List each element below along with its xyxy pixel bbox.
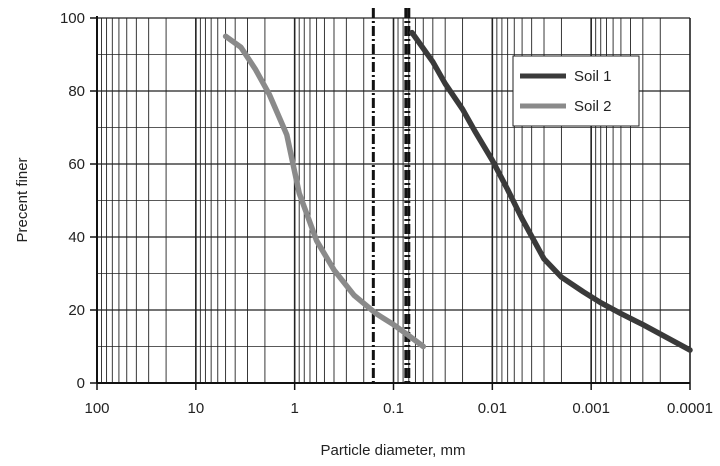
x-tick-label: 0.001 [572, 400, 610, 417]
x-tick-label: 1 [290, 400, 298, 417]
x-tick-label: 100 [84, 400, 109, 417]
y-axis-title: Precent finer [14, 157, 31, 242]
reference-lines [371, 8, 411, 383]
legend-label-1: Soil 1 [574, 68, 612, 85]
legend: Soil 1 Soil 2 [512, 55, 640, 127]
y-tick-label: 60 [68, 156, 85, 173]
series-lines [222, 29, 693, 353]
y-tick-label: 80 [68, 83, 85, 100]
x-tick-label: 0.1 [383, 400, 404, 417]
x-tick-label: 0.01 [478, 400, 507, 417]
y-tick-label: 40 [68, 229, 85, 246]
grid [97, 17, 691, 383]
x-tick-label: 0.0001 [667, 400, 713, 417]
legend-label-2: Soil 2 [574, 98, 612, 115]
y-tick-label: 20 [68, 302, 85, 319]
legend-box [512, 55, 640, 127]
series-line-2 [222, 33, 427, 350]
x-tick-label: 10 [187, 400, 204, 417]
y-tick-label: 0 [77, 375, 85, 392]
x-axis-title: Particle diameter, mm [320, 442, 465, 459]
tick-labels: 0 20 40 60 80 100 100 10 1 0.1 0.01 0.001 0.0001 [60, 10, 713, 417]
axes [90, 16, 691, 390]
series-line-1 [409, 29, 693, 353]
y-tick-label: 100 [60, 10, 85, 27]
